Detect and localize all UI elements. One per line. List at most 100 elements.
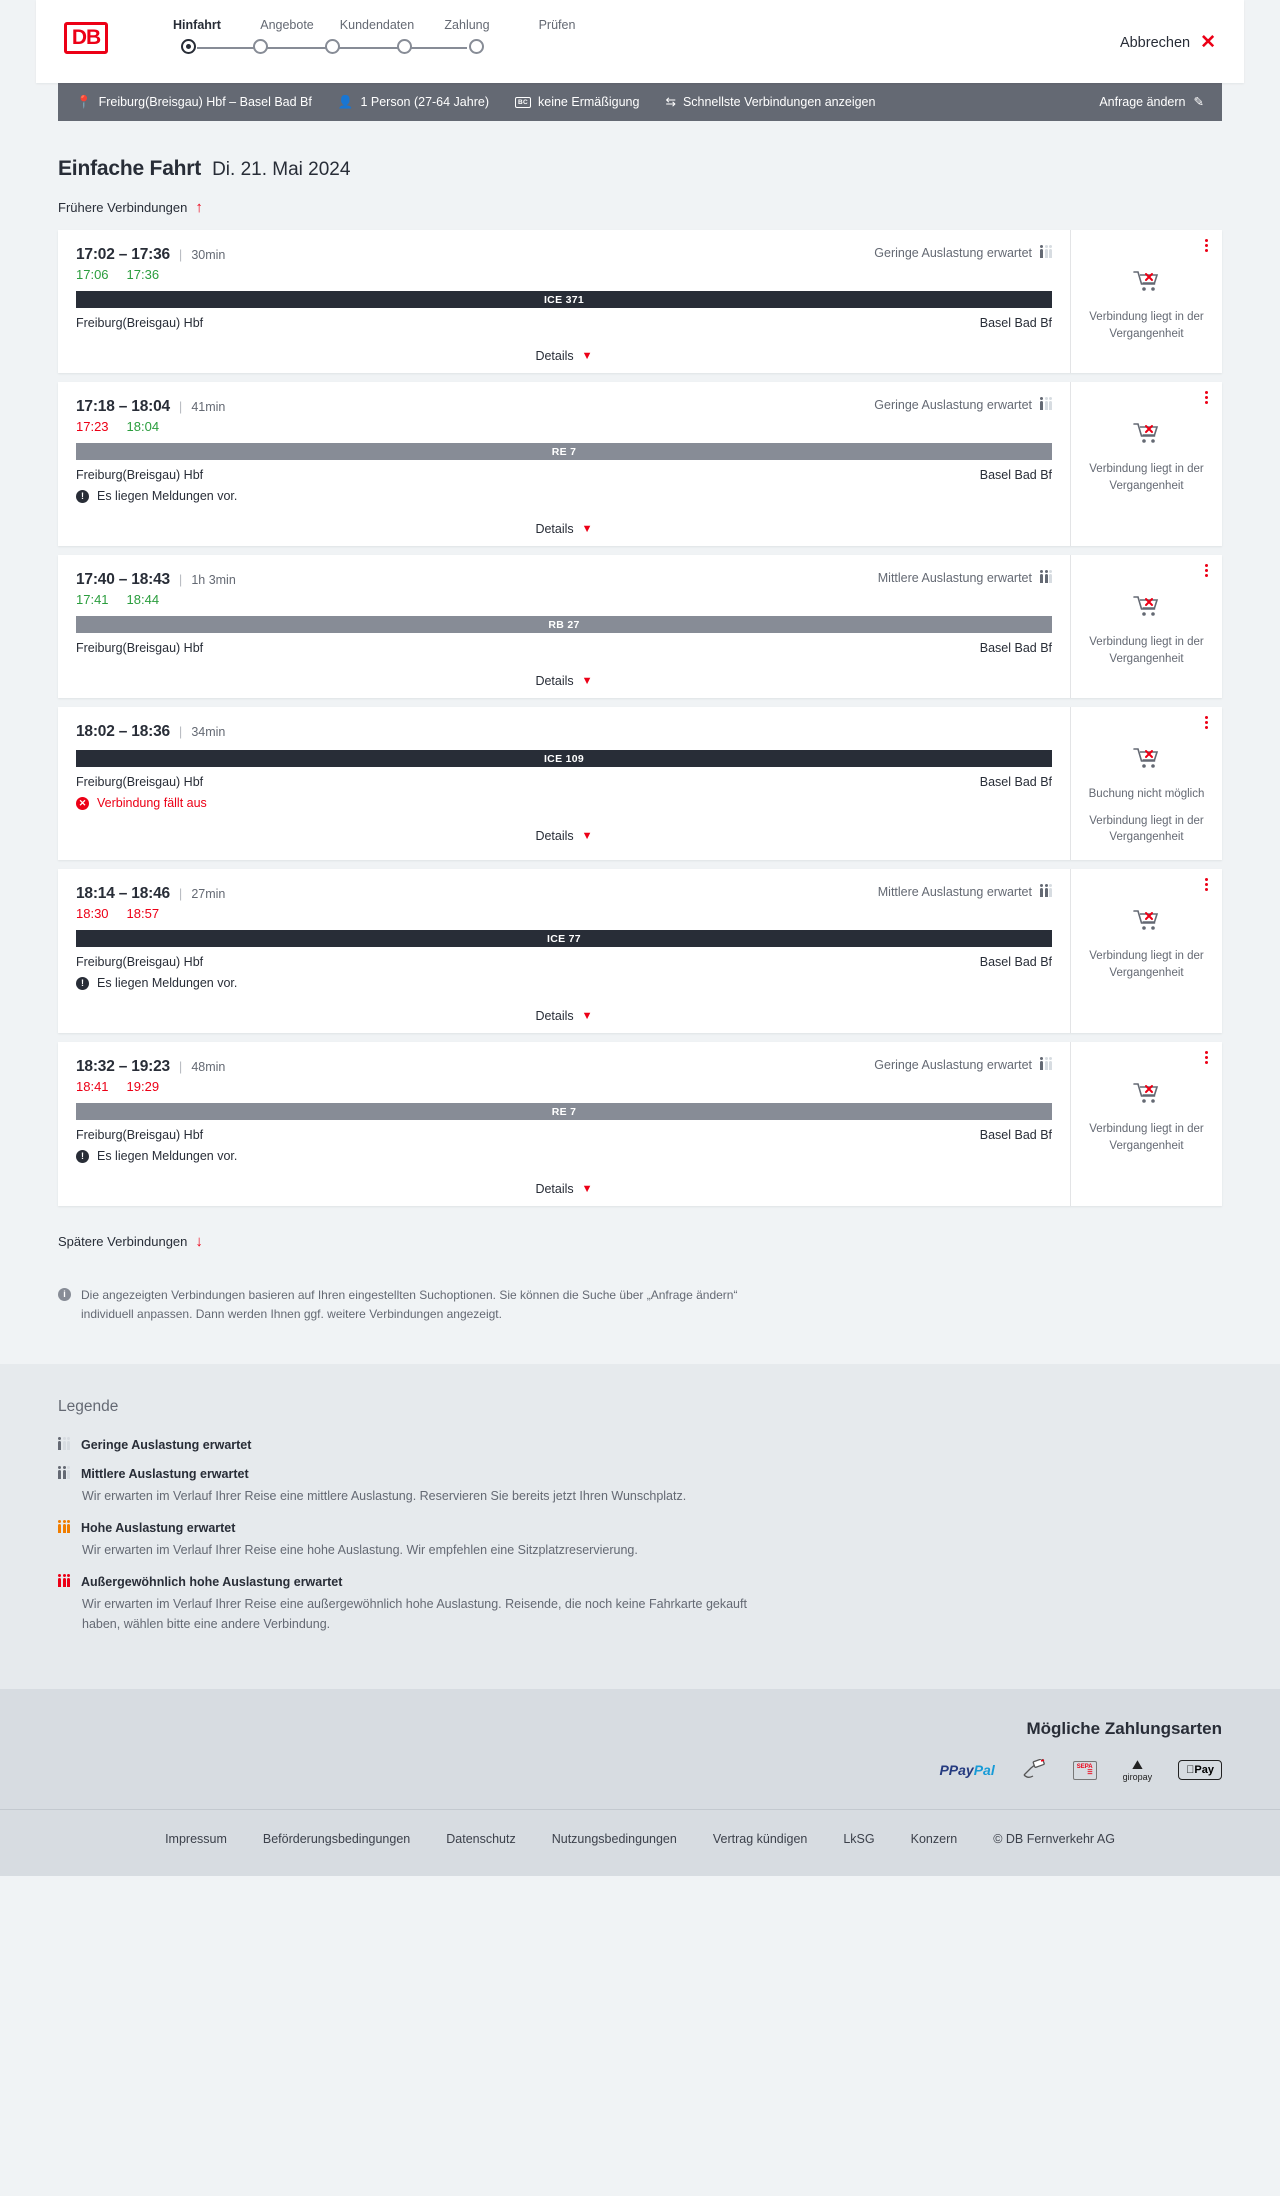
actual-times: 18:30 18:57 (76, 906, 1052, 921)
page-footer: Impressum Beförderungsbedingungen Datensch… (0, 1809, 1280, 1877)
occupancy-indicator: Geringe Auslastung erwartet (874, 1056, 1052, 1072)
train-line-bar[interactable]: ICE 77 (76, 930, 1052, 948)
train-line-bar[interactable]: RE 7 (76, 1103, 1052, 1121)
booking-panel: Verbindung liegt in der Vergangenheit (1070, 555, 1222, 698)
summary-region: 📍 Freiburg(Breisgau) Hbf – Basel Bad Bf … (0, 83, 1280, 121)
connection-message-text: Es liegen Meldungen vor. (97, 489, 238, 503)
cart-unavailable-icon (1132, 420, 1162, 451)
details-toggle[interactable]: Details ▼ (76, 1175, 1052, 1206)
legend-item: Mittlere Auslastung erwartet Wir erwarten… (58, 1465, 1222, 1506)
time-separator: | (178, 724, 183, 739)
connection-card[interactable]: 18:02 – 18:36 | 34min ICE 109 Freiburg(Breis… (58, 707, 1222, 861)
duration-label: 48min (191, 1060, 226, 1075)
train-line-bar[interactable]: ICE 109 (76, 750, 1052, 767)
earlier-connections-button[interactable]: Frühere Verbindungen ↑ (58, 199, 203, 216)
bahncard-icon: BC (515, 96, 531, 108)
footer-link[interactable]: Konzern (910, 1832, 958, 1847)
station-row: Freiburg(Breisgau) Hbf Basel Bad Bf (76, 641, 1052, 655)
summary-route[interactable]: 📍 Freiburg(Breisgau) Hbf – Basel Bad Bf (76, 95, 312, 109)
details-toggle[interactable]: Details ▼ (76, 1002, 1052, 1033)
legend-list: Geringe Auslastung erwartet Mittlere Ausl… (58, 1436, 1222, 1634)
train-line-bar[interactable]: RB 27 (76, 616, 1052, 633)
footer-copyright: © DB Fernverkehr AG (993, 1832, 1115, 1847)
actual-arrival-time: 18:44 (126, 592, 160, 607)
details-label: Details (535, 349, 574, 363)
step-dot-pruefen[interactable] (468, 39, 484, 54)
page-title: Einfache Fahrt Di. 21. Mai 2024 (58, 157, 1222, 181)
sepa-direct-debit-icon: SEPA ☰ (1072, 1757, 1097, 1783)
occupancy-label: Geringe Auslastung erwartet (874, 246, 1032, 260)
step-label-pruefen[interactable]: Prüfen (538, 18, 576, 32)
train-name: ICE 77 (547, 932, 581, 945)
train-line-bar[interactable]: ICE 371 (76, 291, 1052, 308)
summary-passengers[interactable]: 👤 1 Person (27-64 Jahre) (338, 95, 489, 109)
time-separator: | (178, 1059, 183, 1075)
kebab-menu-icon[interactable] (1205, 564, 1208, 579)
duration-label: 27min (191, 887, 226, 902)
connection-details: 17:02 – 17:36 | 30min Geringe Auslastung er… (58, 230, 1070, 373)
details-toggle[interactable]: Details ▼ (76, 342, 1052, 373)
edit-request-button[interactable]: Anfrage ändern ✎ (1099, 95, 1204, 109)
connection-card[interactable]: 18:14 – 18:46 | 27min Mittlere Auslastung e… (58, 869, 1222, 1034)
scheduled-times: 17:18 – 18:04 | 41min (76, 398, 225, 416)
train-line-bar[interactable]: RE 7 (76, 443, 1052, 460)
details-toggle[interactable]: Details ▼ (76, 667, 1052, 698)
cancel-button[interactable]: Abbrechen ✕ (1120, 33, 1216, 52)
kebab-menu-icon[interactable] (1205, 239, 1208, 254)
booking-panel: Verbindung liegt in der Vergangenheit (1070, 869, 1222, 1034)
past-connection-notice: Verbindung liegt in der Vergangenheit (1089, 463, 1204, 492)
step-label-zahlung[interactable]: Zahlung (444, 18, 490, 32)
step-label-kundendaten[interactable]: Kundendaten (339, 18, 415, 32)
connection-card[interactable]: 17:40 – 18:43 | 1h 3min Mittlere Auslastung… (58, 555, 1222, 698)
kebab-menu-icon[interactable] (1205, 1051, 1208, 1066)
connection-message[interactable]: ! Es liegen Meldungen vor. (76, 976, 1052, 990)
time-range: 17:18 – 18:04 (76, 398, 170, 415)
connection-header: 17:02 – 17:36 | 30min Geringe Auslastung er… (76, 244, 1052, 264)
step-dot-hinfahrt[interactable] (180, 39, 196, 54)
step-label-hinfahrt[interactable]: Hinfahrt (173, 18, 221, 32)
summary-sorting[interactable]: ⇆ Schnellste Verbindungen anzeigen (665, 95, 875, 109)
footer-link[interactable]: Beförderungsbedingungen (262, 1832, 411, 1847)
step-label-angebote[interactable]: Angebote (260, 18, 314, 32)
connection-card[interactable]: 17:02 – 17:36 | 30min Geringe Auslastung er… (58, 230, 1222, 373)
arrow-down-icon: ↓ (195, 1233, 203, 1251)
summary-route-label: Freiburg(Breisgau) Hbf – Basel Bad Bf (98, 95, 312, 109)
destination-station: Basel Bad Bf (979, 775, 1052, 789)
duration-label: 34min (191, 725, 226, 739)
footer-link[interactable]: Nutzungsbedingungen (551, 1832, 677, 1847)
later-connections-button[interactable]: Spätere Verbindungen ↓ (58, 1233, 203, 1250)
location-pin-icon: 📍 (76, 94, 92, 109)
kebab-menu-icon[interactable] (1205, 391, 1208, 406)
actual-arrival-time: 19:29 (126, 1079, 160, 1095)
footer-link[interactable]: Impressum (165, 1832, 227, 1847)
origin-station: Freiburg(Breisgau) Hbf (76, 641, 204, 655)
connection-details: 18:14 – 18:46 | 27min Mittlere Auslastung e… (58, 869, 1070, 1033)
occupancy-icon (1040, 1056, 1052, 1070)
step-dot-kundendaten[interactable] (324, 39, 340, 54)
swap-icon: ⇆ (665, 94, 676, 109)
kebab-menu-icon[interactable] (1205, 716, 1208, 731)
exclamation-icon: ! (76, 489, 89, 503)
time-separator: | (178, 886, 183, 902)
connection-message[interactable]: ! Es liegen Meldungen vor. (76, 1149, 1052, 1163)
footer-link[interactable]: LkSG (843, 1832, 875, 1847)
legend-item-head: Mittlere Auslastung erwartet (58, 1465, 1222, 1481)
summary-discount[interactable]: BC keine Ermäßigung (515, 95, 639, 109)
connection-card[interactable]: 18:32 – 19:23 | 48min Geringe Auslastung er… (58, 1042, 1222, 1207)
connection-message[interactable]: ! Es liegen Meldungen vor. (76, 489, 1052, 503)
footer-link[interactable]: Vertrag kündigen (712, 1832, 808, 1847)
train-name: RE 7 (551, 1105, 577, 1118)
actual-departure-time: 17:41 (76, 592, 109, 607)
details-toggle[interactable]: Details ▼ (76, 515, 1052, 546)
occupancy-label: Mittlere Auslastung erwartet (877, 571, 1032, 585)
details-label: Details (535, 1009, 574, 1024)
details-toggle[interactable]: Details ▼ (76, 822, 1052, 853)
step-dot-angebote[interactable] (252, 39, 268, 54)
connection-card[interactable]: 17:18 – 18:04 | 41min Geringe Auslastung er… (58, 382, 1222, 546)
kebab-menu-icon[interactable] (1205, 878, 1208, 893)
actual-arrival-time: 18:04 (126, 419, 160, 434)
cart-unavailable-icon (1132, 907, 1162, 938)
footer-link[interactable]: Datenschutz (446, 1832, 516, 1847)
step-dot-zahlung[interactable] (396, 39, 412, 54)
actual-times: 17:41 18:44 (76, 592, 1052, 607)
